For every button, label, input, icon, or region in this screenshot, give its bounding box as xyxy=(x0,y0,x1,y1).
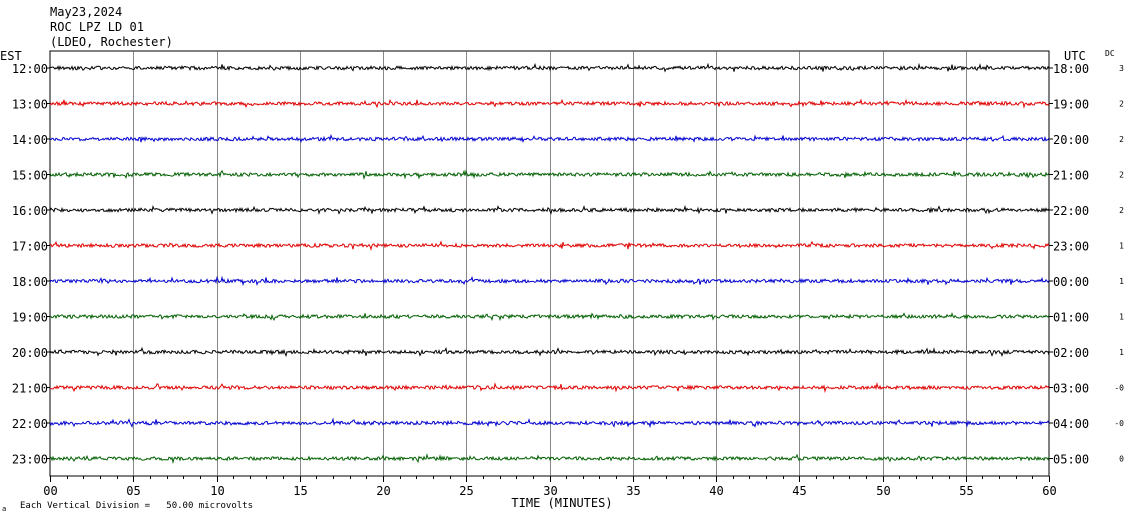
utc-time-label: 20:00 xyxy=(1053,133,1089,147)
x-tick-label: 60 xyxy=(1042,484,1056,498)
dc-offset-label: 0 xyxy=(1119,455,1124,464)
dc-offset-label: 2 xyxy=(1119,135,1124,144)
dc-offset-label: 1 xyxy=(1119,277,1124,286)
est-time-label: 15:00 xyxy=(12,169,48,183)
trace-line xyxy=(49,346,1050,358)
x-tick-label: 20 xyxy=(376,484,390,498)
trace-line xyxy=(49,381,1050,394)
utc-time-label: 03:00 xyxy=(1053,382,1089,396)
trace-line xyxy=(49,204,1050,215)
grid-layer xyxy=(133,51,967,476)
trace-line xyxy=(49,62,1050,73)
utc-time-label: 01:00 xyxy=(1053,311,1089,325)
trace-line xyxy=(49,133,1050,143)
est-time-label: 18:00 xyxy=(12,275,48,289)
dc-offset-label: 1 xyxy=(1119,348,1124,357)
station-label: ROC LPZ LD 01 xyxy=(50,20,144,34)
vertical-division-note: Each Vertical Division = 50.00 microvolt… xyxy=(20,501,253,511)
trace-line xyxy=(49,312,1050,322)
utc-time-label: 02:00 xyxy=(1053,346,1089,360)
date-label: May23,2024 xyxy=(50,5,122,19)
trace-line xyxy=(49,98,1050,109)
x-tick-label: 35 xyxy=(626,484,640,498)
est-time-label: 20:00 xyxy=(12,346,48,360)
utc-time-label: 18:00 xyxy=(1053,62,1089,76)
x-tick-label: 00 xyxy=(43,484,57,498)
x-tick-label: 10 xyxy=(210,484,224,498)
trace-line xyxy=(49,169,1050,180)
est-time-label: 12:00 xyxy=(12,62,48,76)
est-time-label: 16:00 xyxy=(12,204,48,218)
est-time-label: 23:00 xyxy=(12,453,48,467)
x-tick-label: 25 xyxy=(459,484,473,498)
x-tick-label: 05 xyxy=(126,484,140,498)
est-time-label: 19:00 xyxy=(12,311,48,325)
x-axis-title: TIME (MINUTES) xyxy=(511,496,612,510)
est-time-label: 22:00 xyxy=(12,417,48,431)
est-time-label: 17:00 xyxy=(12,240,48,254)
x-tick-layer: 00 05 10 15 20 25 30 35 40 45 50 55 60 xyxy=(43,476,1057,498)
trace-line xyxy=(49,417,1050,429)
utc-time-label: 22:00 xyxy=(1053,204,1089,218)
est-time-label: 13:00 xyxy=(12,98,48,112)
row-label-layer: 12:00 18:00 313:00 19:00 214:00 20:00 215:00 21… xyxy=(12,62,1124,467)
dc-offset-label: 3 xyxy=(1119,64,1124,73)
dc-offset-label: -0 xyxy=(1114,384,1124,393)
x-tick-label: 55 xyxy=(959,484,973,498)
dc-offset-label: 2 xyxy=(1119,171,1124,180)
right-timezone-label: UTC xyxy=(1064,49,1086,63)
plot-frame xyxy=(49,50,1050,477)
left-timezone-label: EST xyxy=(0,49,22,63)
x-tick-label: 15 xyxy=(293,484,307,498)
dc-offset-label: 1 xyxy=(1119,313,1124,322)
dc-offset-label: -0 xyxy=(1114,419,1124,428)
x-tick-label: 45 xyxy=(792,484,806,498)
utc-time-label: 19:00 xyxy=(1053,98,1089,112)
trace-line xyxy=(49,275,1050,287)
utc-time-label: 05:00 xyxy=(1053,453,1089,467)
network-label: (LDEO, Rochester) xyxy=(50,35,173,49)
est-time-label: 14:00 xyxy=(12,133,48,147)
footer-mark: a xyxy=(2,505,6,513)
x-tick-label: 40 xyxy=(709,484,723,498)
trace-layer xyxy=(49,62,1050,465)
est-time-label: 21:00 xyxy=(12,382,48,396)
utc-time-label: 04:00 xyxy=(1053,417,1089,431)
utc-time-label: 00:00 xyxy=(1053,275,1089,289)
trace-line xyxy=(49,453,1050,465)
x-tick-label: 30 xyxy=(543,484,557,498)
utc-time-label: 21:00 xyxy=(1053,169,1089,183)
trace-line xyxy=(49,240,1050,251)
dc-offset-label: 2 xyxy=(1119,100,1124,109)
dc-offset-label: 2 xyxy=(1119,206,1124,215)
x-tick-label: 50 xyxy=(876,484,890,498)
utc-time-label: 23:00 xyxy=(1053,240,1089,254)
dc-header-label: DC xyxy=(1105,49,1115,58)
dc-offset-label: 1 xyxy=(1119,242,1124,251)
